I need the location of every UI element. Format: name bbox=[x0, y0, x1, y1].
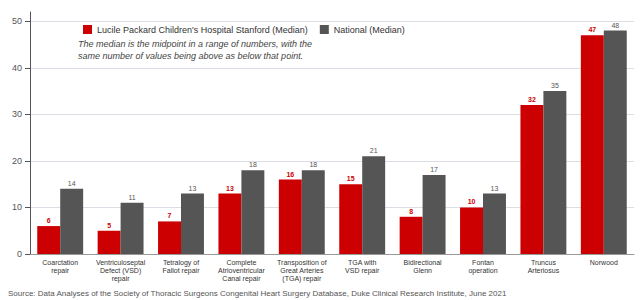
svg-text:Tetralogy of: Tetralogy of bbox=[163, 259, 199, 267]
svg-text:Complete: Complete bbox=[226, 259, 256, 267]
svg-text:Glenn: Glenn bbox=[413, 267, 432, 274]
svg-text:(TGA) repair: (TGA) repair bbox=[282, 275, 322, 283]
svg-text:10: 10 bbox=[468, 198, 476, 205]
svg-text:Truncus: Truncus bbox=[531, 259, 557, 266]
svg-text:The median is the midpoint in: The median is the midpoint in a range of… bbox=[78, 39, 312, 49]
svg-text:Defect (VSD): Defect (VSD) bbox=[100, 267, 141, 275]
svg-text:16: 16 bbox=[286, 171, 294, 178]
svg-text:40: 40 bbox=[12, 63, 22, 73]
svg-text:Fontan: Fontan bbox=[472, 259, 494, 266]
svg-text:8: 8 bbox=[409, 208, 413, 215]
svg-text:same number of values being ab: same number of values being above as bel… bbox=[78, 51, 303, 61]
svg-text:Bidirectional: Bidirectional bbox=[404, 259, 443, 266]
svg-text:17: 17 bbox=[430, 166, 438, 173]
svg-text:VSD repair: VSD repair bbox=[345, 267, 380, 275]
svg-text:35: 35 bbox=[551, 82, 559, 89]
svg-text:TGA with: TGA with bbox=[348, 259, 377, 266]
svg-text:Ventriculoseptal: Ventriculoseptal bbox=[96, 259, 146, 267]
svg-text:Arteriosus: Arteriosus bbox=[528, 267, 560, 274]
svg-text:14: 14 bbox=[68, 180, 76, 187]
svg-text:6: 6 bbox=[47, 217, 51, 224]
svg-text:repair: repair bbox=[51, 267, 70, 275]
svg-text:0: 0 bbox=[17, 249, 22, 259]
svg-text:5: 5 bbox=[107, 222, 111, 229]
svg-text:Atrioventricular: Atrioventricular bbox=[218, 267, 265, 274]
svg-text:13: 13 bbox=[226, 185, 234, 192]
svg-text:Lucile Packard Children's Hosp: Lucile Packard Children's Hospital Stanf… bbox=[97, 25, 308, 35]
svg-text:Fallot repair: Fallot repair bbox=[163, 267, 201, 275]
svg-text:Source: Data Analyses of the S: Source: Data Analyses of the Society of … bbox=[8, 289, 507, 298]
svg-text:20: 20 bbox=[12, 156, 22, 166]
svg-text:47: 47 bbox=[588, 26, 596, 33]
svg-text:18: 18 bbox=[249, 161, 257, 168]
svg-text:10: 10 bbox=[12, 202, 22, 212]
svg-text:48: 48 bbox=[611, 22, 619, 29]
svg-text:Norwood: Norwood bbox=[590, 259, 618, 266]
svg-text:National (Median): National (Median) bbox=[334, 25, 405, 35]
svg-text:repair: repair bbox=[112, 275, 131, 283]
svg-text:Transposition of: Transposition of bbox=[277, 259, 327, 267]
svg-text:Canal repair: Canal repair bbox=[222, 275, 261, 283]
svg-text:11: 11 bbox=[128, 194, 135, 201]
svg-text:13: 13 bbox=[491, 185, 499, 192]
svg-text:50: 50 bbox=[12, 16, 22, 26]
svg-text:13: 13 bbox=[189, 185, 197, 192]
svg-text:Coarctation: Coarctation bbox=[42, 259, 78, 266]
svg-text:15: 15 bbox=[347, 175, 355, 182]
svg-text:operation: operation bbox=[468, 267, 497, 275]
svg-text:30: 30 bbox=[12, 109, 22, 119]
svg-text:21: 21 bbox=[370, 147, 378, 154]
svg-text:32: 32 bbox=[528, 96, 536, 103]
svg-text:Great Arteries: Great Arteries bbox=[280, 267, 324, 274]
svg-text:7: 7 bbox=[168, 212, 172, 219]
svg-text:18: 18 bbox=[309, 161, 317, 168]
